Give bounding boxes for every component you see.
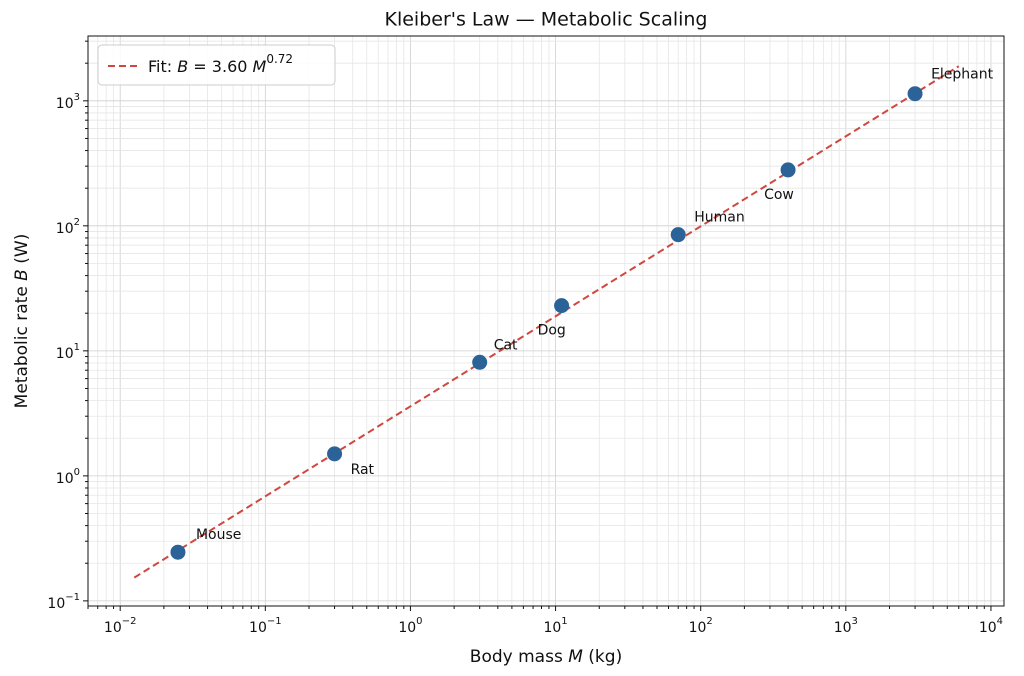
tick-base: 10 xyxy=(398,620,416,636)
tick-base: 10 xyxy=(543,620,561,636)
fit-line xyxy=(133,65,960,579)
point-label: Elephant xyxy=(931,67,994,83)
legend-label-part: = xyxy=(188,57,212,76)
x-tick-label: 103 xyxy=(834,616,858,636)
data-point xyxy=(907,86,923,102)
point-label: Cow xyxy=(764,187,794,203)
tick-exponent: −1 xyxy=(65,592,80,603)
x-axis-label-part: (kg) xyxy=(583,647,622,667)
tick-base: 10 xyxy=(104,620,122,636)
x-axis-label-part: M xyxy=(568,647,583,667)
tick-base: 10 xyxy=(56,221,74,237)
tick-base: 10 xyxy=(56,96,74,112)
legend-label-part: 0.72 xyxy=(266,52,293,66)
tick-base: 10 xyxy=(56,471,74,487)
x-axis-label: Body mass M (kg) xyxy=(470,647,622,667)
point-label: Cat xyxy=(494,337,518,353)
legend-label-part: B xyxy=(177,57,188,76)
data-point xyxy=(327,446,343,462)
tick-exponent: 1 xyxy=(561,616,567,627)
point-label: Mouse xyxy=(196,527,241,543)
chart-title: Kleiber's Law — Metabolic Scaling xyxy=(385,9,708,31)
tick-base: 10 xyxy=(979,620,997,636)
tick-exponent: −1 xyxy=(267,616,282,627)
data-point xyxy=(170,544,186,560)
tick-base: 10 xyxy=(834,620,852,636)
x-axis-label-part: Body mass xyxy=(470,647,568,667)
legend-label-part: 3.60 xyxy=(212,57,248,76)
data-point xyxy=(670,227,686,243)
tick-exponent: 2 xyxy=(74,217,80,228)
tick-exponent: 3 xyxy=(852,616,858,627)
legend-box xyxy=(97,44,336,86)
data-point xyxy=(780,162,796,178)
y-tick-label: 10−1 xyxy=(47,592,80,612)
plot-frame xyxy=(87,35,1005,607)
tick-exponent: 1 xyxy=(74,342,80,353)
data-point xyxy=(472,354,488,370)
y-tick-label: 102 xyxy=(56,217,80,237)
tick-base: 10 xyxy=(56,346,74,362)
point-label: Human xyxy=(694,210,745,226)
y-tick-label: 103 xyxy=(56,92,80,112)
tick-exponent: 4 xyxy=(997,616,1003,627)
tick-exponent: 3 xyxy=(74,92,80,103)
data-point xyxy=(554,298,570,314)
x-tick-label: 100 xyxy=(398,616,422,636)
x-tick-label: 102 xyxy=(689,616,713,636)
tick-exponent: 0 xyxy=(416,616,422,627)
x-tick-label: 10−2 xyxy=(104,616,137,636)
tick-exponent: 2 xyxy=(706,616,712,627)
y-axis-label: Metabolic rate B (W) xyxy=(12,234,32,409)
y-tick-label: 100 xyxy=(56,467,80,487)
legend-label-part: Fit: xyxy=(148,57,177,76)
y-axis-label-part: B xyxy=(12,269,32,281)
x-tick-label: 104 xyxy=(979,616,1003,636)
tick-exponent: 0 xyxy=(74,467,80,478)
y-axis-label-part: (W) xyxy=(12,234,32,269)
legend-label-part: M xyxy=(253,57,267,76)
y-axis-label-part: Metabolic rate xyxy=(12,281,32,409)
x-tick-label: 10−1 xyxy=(249,616,282,636)
point-label: Rat xyxy=(351,462,375,478)
tick-base: 10 xyxy=(689,620,707,636)
tick-exponent: −2 xyxy=(122,616,137,627)
x-tick-label: 101 xyxy=(543,616,567,636)
legend-label: Fit: B = 3.60 M0.72 xyxy=(148,52,293,76)
tick-base: 10 xyxy=(249,620,267,636)
y-tick-label: 101 xyxy=(56,342,80,362)
point-label: Dog xyxy=(538,323,566,339)
tick-base: 10 xyxy=(47,596,65,612)
